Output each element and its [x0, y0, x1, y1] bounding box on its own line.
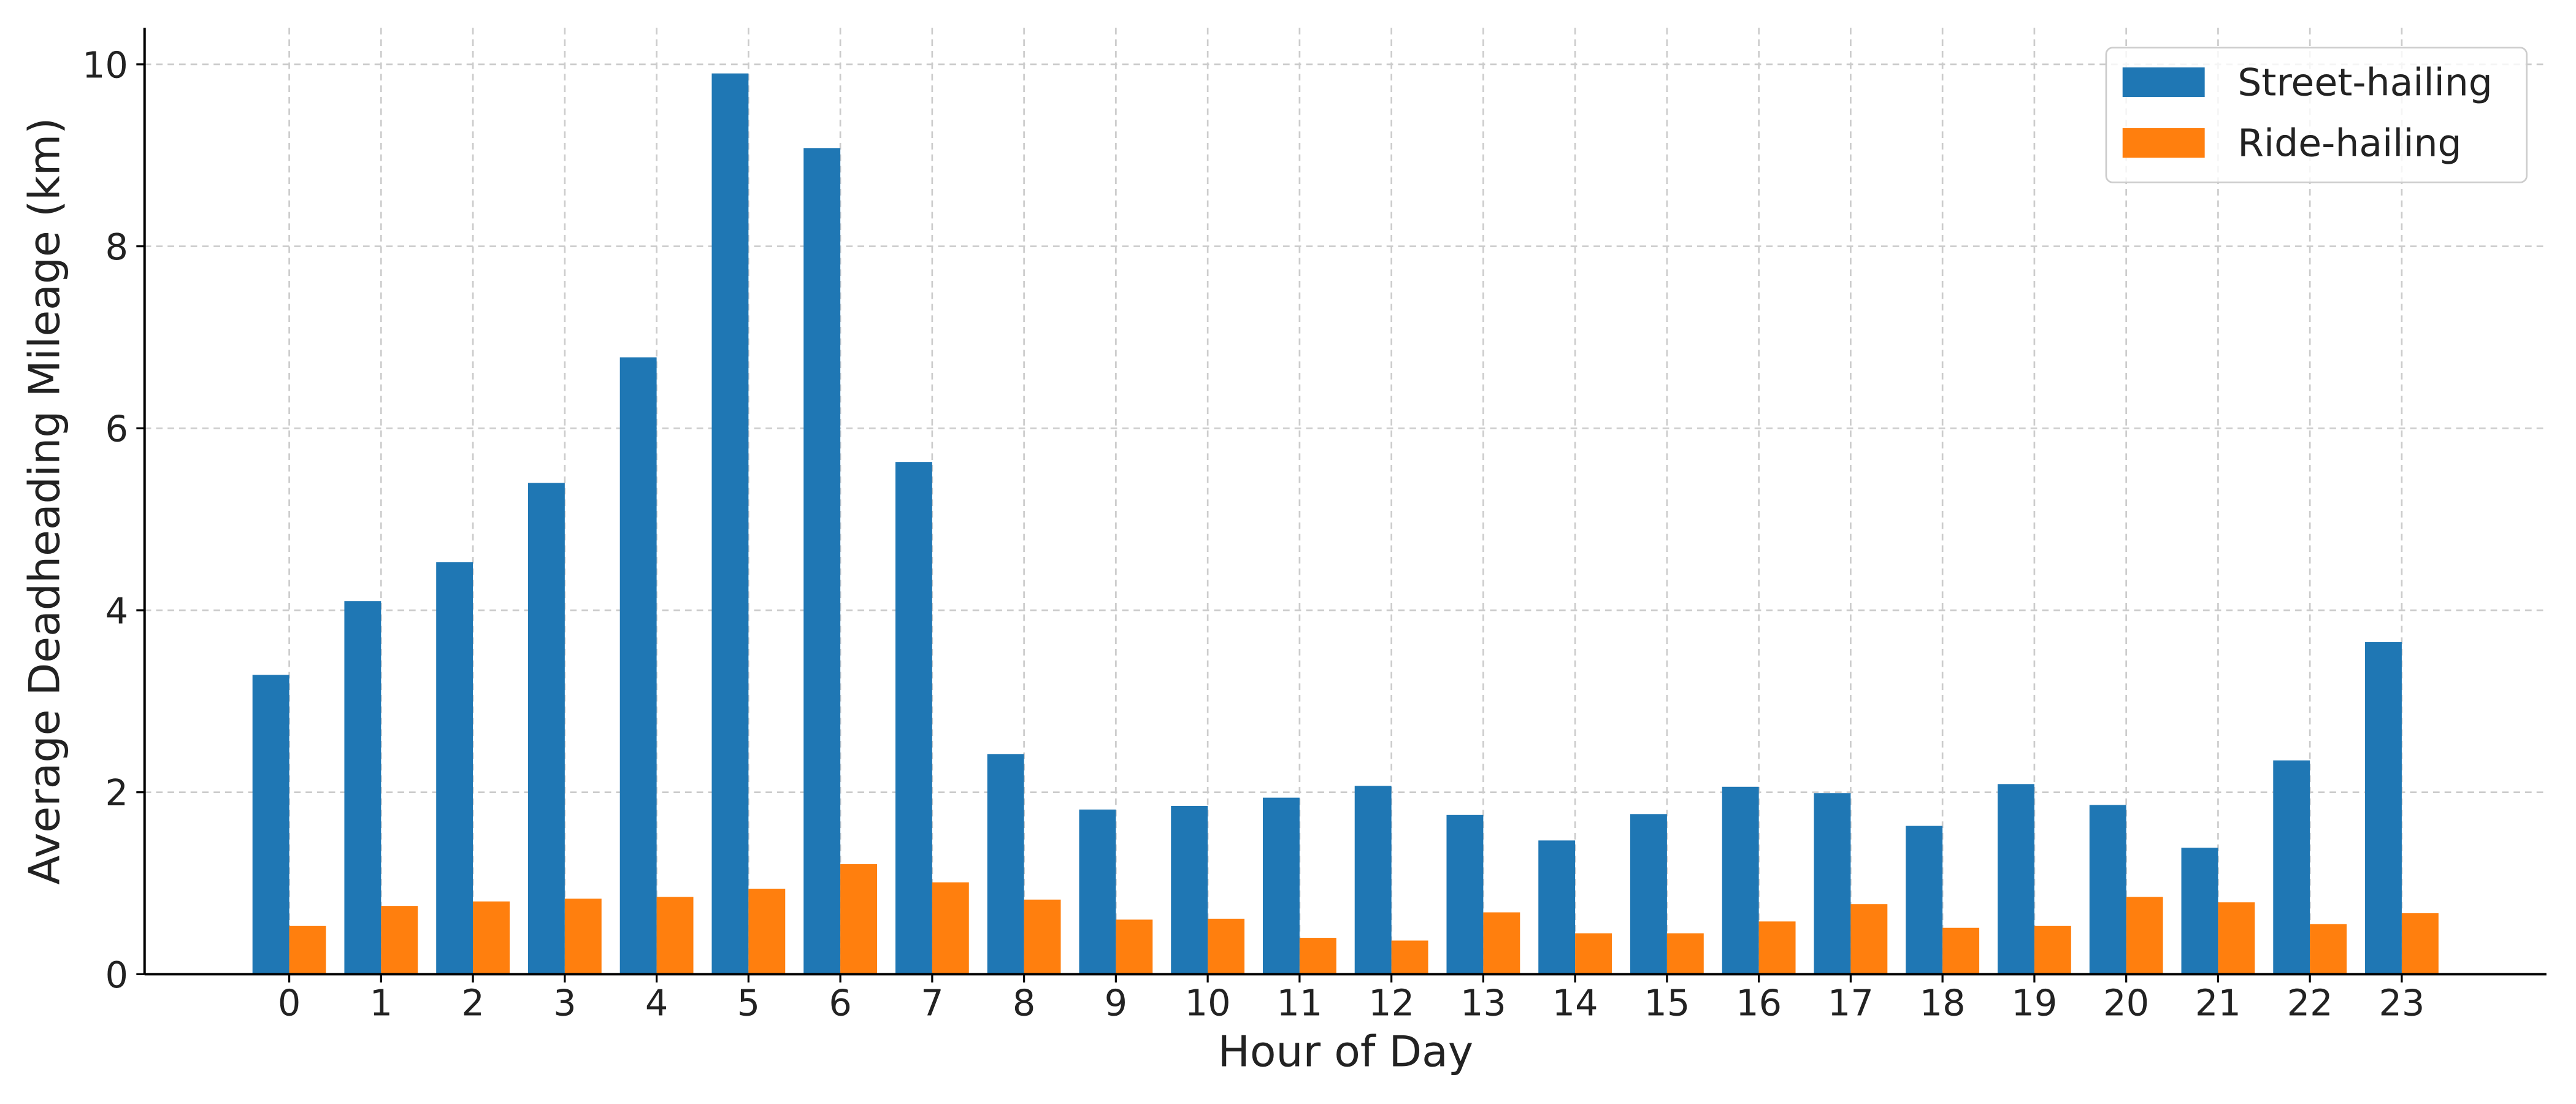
- x-tick-label: 8: [1013, 981, 1035, 1024]
- bar: [1116, 919, 1153, 975]
- bar: [1758, 921, 1796, 975]
- x-tick-label: 22: [2287, 981, 2333, 1024]
- bar: [2401, 913, 2439, 975]
- y-tick-label: 10: [82, 44, 128, 86]
- bar: [1079, 809, 1116, 975]
- legend-box: [2105, 47, 2528, 183]
- y-tick-label: 0: [105, 954, 128, 996]
- bar: [2034, 926, 2071, 975]
- bar: [1171, 805, 1208, 975]
- legend-swatch: [2122, 67, 2205, 98]
- bar: [2273, 760, 2310, 975]
- legend-swatch: [2122, 128, 2205, 158]
- x-tick-label: 6: [829, 981, 851, 1024]
- y-tick-label: 2: [105, 772, 128, 814]
- y-tick-label: 6: [105, 408, 128, 450]
- x-tick-label: 23: [2379, 981, 2425, 1024]
- y-tick-label: 4: [105, 589, 128, 632]
- bar: [619, 357, 657, 975]
- bar: [656, 897, 694, 975]
- bar: [381, 906, 418, 975]
- bar: [1483, 912, 1520, 975]
- bar: [711, 73, 749, 975]
- x-tick-label: 0: [278, 981, 301, 1024]
- x-tick-label: 3: [553, 981, 576, 1024]
- bar: [1814, 793, 1851, 975]
- bar: [2365, 642, 2402, 975]
- bar: [436, 562, 473, 975]
- bar: [840, 864, 878, 975]
- x-tick-label: 5: [737, 981, 760, 1024]
- bar: [1354, 786, 1392, 975]
- x-tick-label: 19: [2011, 981, 2057, 1024]
- x-tick-label: 14: [1552, 981, 1598, 1024]
- x-tick-label: 20: [2103, 981, 2149, 1024]
- y-axis-label: Average Deadheading Mileage (km): [20, 118, 69, 885]
- bar: [1906, 826, 1943, 975]
- bar: [2089, 805, 2126, 975]
- bar: [748, 888, 786, 975]
- bar: [252, 675, 289, 975]
- bar: [564, 899, 602, 975]
- bar: [1024, 899, 1061, 975]
- bar: [987, 754, 1024, 975]
- bar: [2218, 902, 2255, 975]
- x-tick-label: 16: [1736, 981, 1782, 1024]
- bar: [2181, 848, 2218, 975]
- legend: Street-hailing Ride-hailing: [2105, 47, 2528, 183]
- bar: [1850, 904, 1888, 975]
- bar: [527, 483, 565, 975]
- legend-label: Street-hailing: [2237, 60, 2493, 104]
- bar: [1538, 840, 1576, 975]
- x-tick-label: 15: [1644, 981, 1690, 1024]
- x-tick-label: 9: [1105, 981, 1127, 1024]
- bar: [473, 901, 510, 975]
- x-tick-label: 17: [1828, 981, 1874, 1024]
- x-tick-label: 1: [370, 981, 393, 1024]
- bar: [932, 882, 969, 975]
- legend-label: Ride-hailing: [2237, 121, 2461, 165]
- bar: [1446, 815, 1484, 975]
- bar: [1575, 933, 1612, 975]
- x-tick-label: 10: [1185, 981, 1231, 1024]
- bar: [289, 926, 326, 975]
- bar: [1630, 814, 1667, 975]
- bar: [344, 601, 381, 975]
- bar: [803, 148, 841, 975]
- bar: [1262, 797, 1300, 975]
- y-tick-label: 8: [105, 226, 128, 268]
- bar: [1299, 938, 1336, 975]
- x-tick-label: 7: [921, 981, 943, 1024]
- x-axis-label: Hour of Day: [1217, 1027, 1473, 1076]
- x-tick-label: 21: [2195, 981, 2241, 1024]
- bar: [1722, 786, 1759, 975]
- bar: [895, 462, 932, 975]
- x-tick-label: 12: [1368, 981, 1414, 1024]
- bar: [1391, 940, 1428, 975]
- bar: [2310, 924, 2347, 975]
- x-tick-label: 13: [1460, 981, 1506, 1024]
- x-tick-label: 4: [645, 981, 668, 1024]
- bar: [1208, 918, 1245, 975]
- bar: [2126, 897, 2163, 975]
- x-tick-label: 18: [1920, 981, 1966, 1024]
- bar: [1998, 784, 2034, 975]
- bar: [1942, 927, 1980, 975]
- x-tick-label: 2: [461, 981, 484, 1024]
- bar: [1666, 933, 1704, 975]
- x-tick-label: 11: [1276, 981, 1322, 1024]
